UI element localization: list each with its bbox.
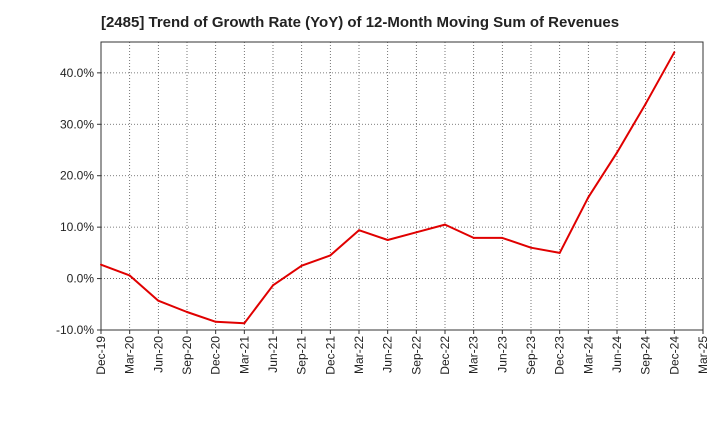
x-tick-label: Jun-20	[151, 336, 165, 373]
x-tick-label: Mar-25	[696, 336, 710, 374]
data-point	[128, 274, 131, 277]
x-tick-label: Mar-24	[581, 336, 595, 374]
data-point	[415, 231, 418, 234]
x-tick-label: Dec-23	[553, 336, 567, 375]
x-tick-label: Sep-22	[409, 336, 423, 375]
data-point	[329, 254, 332, 257]
data-point	[530, 246, 532, 249]
data-point	[157, 299, 160, 302]
y-tick-label: 0.0%	[67, 272, 95, 286]
data-point	[673, 51, 676, 54]
data-point	[587, 196, 590, 199]
data-point	[186, 311, 188, 313]
x-tick-label: Mar-22	[352, 336, 366, 374]
data-point	[100, 263, 102, 266]
x-tick-label: Dec-22	[438, 336, 452, 375]
data-point	[558, 251, 561, 254]
chart-title: [2485] Trend of Growth Rate (YoY) of 12-…	[100, 14, 620, 31]
x-tick-label: Sep-24	[639, 336, 653, 375]
x-tick-label: Dec-20	[209, 336, 223, 375]
x-tick-label: Sep-23	[524, 336, 538, 375]
data-point	[214, 320, 217, 323]
data-point	[272, 284, 274, 287]
data-point	[644, 102, 647, 105]
x-tick-label: Jun-22	[381, 336, 395, 373]
x-tick-label: Mar-21	[237, 336, 251, 374]
x-tick-label: Sep-20	[180, 336, 194, 375]
data-point	[300, 264, 303, 267]
y-tick-label: 10.0%	[60, 220, 94, 234]
plot-frame	[100, 41, 704, 331]
x-tick-label: Jun-24	[610, 336, 624, 373]
y-tick-label: 20.0%	[60, 169, 94, 183]
x-tick-label: Sep-21	[295, 336, 309, 375]
x-tick-label: Dec-24	[667, 336, 681, 375]
data-point	[243, 322, 246, 325]
x-tick-label: Mar-23	[467, 336, 481, 374]
data-point	[444, 223, 446, 226]
y-tick-label: -10.0%	[56, 323, 94, 337]
data-point	[358, 229, 360, 232]
x-tick-label: Dec-19	[94, 336, 108, 375]
data-point	[616, 151, 618, 154]
x-tick-label: Jun-23	[495, 336, 509, 373]
data-point	[472, 236, 475, 239]
y-tick-label: 30.0%	[60, 117, 94, 131]
data-point	[501, 236, 504, 239]
data-point	[386, 239, 389, 241]
x-tick-label: Dec-21	[323, 336, 337, 375]
x-tick-label: Jun-21	[266, 336, 280, 373]
y-tick-label: 40.0%	[60, 66, 94, 80]
x-tick-label: Mar-20	[123, 336, 137, 374]
